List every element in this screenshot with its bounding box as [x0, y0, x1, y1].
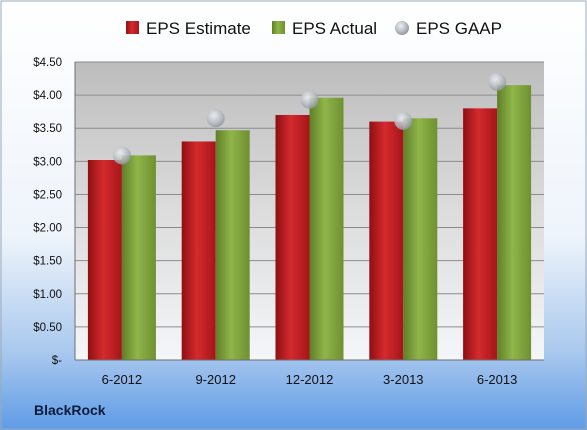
legend-label-actual: EPS Actual [292, 19, 377, 38]
y-tick-label: $1.00 [33, 289, 62, 301]
legend-label-estimate: EPS Estimate [146, 19, 251, 38]
y-tick-label: $4.00 [33, 90, 62, 102]
legend-swatch-estimate [126, 21, 139, 34]
legend-swatch-gaap [395, 21, 409, 35]
y-tick-label: $1.50 [33, 256, 62, 268]
gaap-marker [488, 72, 507, 91]
legend: EPS Estimate EPS Actual EPS GAAP [126, 19, 502, 38]
actual-bar [309, 97, 344, 360]
legend-swatch-actual [272, 21, 285, 34]
y-tick-label: $2.50 [33, 189, 62, 201]
estimate-bar [181, 141, 216, 360]
y-tick-label: $- [52, 355, 62, 367]
estimate-bar [275, 114, 310, 360]
legend-label-gaap: EPS GAAP [416, 19, 502, 38]
x-tick-label: 3-2013 [383, 372, 423, 387]
actual-bar [497, 85, 532, 360]
y-axis-ticks: $- $0.50 $1.00 $1.50 $2.00 $2.50 $3.00 $3.50 $4.… [33, 57, 62, 367]
x-tick-label: 6-2013 [477, 372, 517, 387]
company-label: BlackRock [34, 402, 106, 418]
y-tick-label: $3.00 [33, 156, 62, 168]
actual-bar [121, 155, 156, 360]
actual-bar [215, 130, 250, 360]
gaap-marker [300, 90, 319, 109]
y-tick-label: $4.50 [33, 57, 62, 69]
estimate-bar [463, 108, 498, 360]
y-tick-label: $3.50 [33, 123, 62, 135]
estimate-bar [369, 121, 404, 360]
bars [87, 85, 532, 361]
y-tick-label: $2.00 [33, 223, 62, 235]
x-tick-label: 6-2012 [102, 372, 142, 387]
gaap-marker [394, 111, 413, 130]
gaap-markers [112, 72, 507, 165]
estimate-bar [87, 160, 122, 360]
gaap-marker [206, 109, 225, 128]
x-tick-label: 12-2012 [286, 372, 334, 387]
y-tick-label: $0.50 [33, 322, 62, 334]
x-tick-label: 9-2012 [195, 372, 235, 387]
x-axis-ticks: 6-2012 9-2012 12-2012 3-2013 6-2013 [102, 372, 518, 387]
gaap-marker [112, 146, 131, 165]
actual-bar [403, 118, 438, 361]
